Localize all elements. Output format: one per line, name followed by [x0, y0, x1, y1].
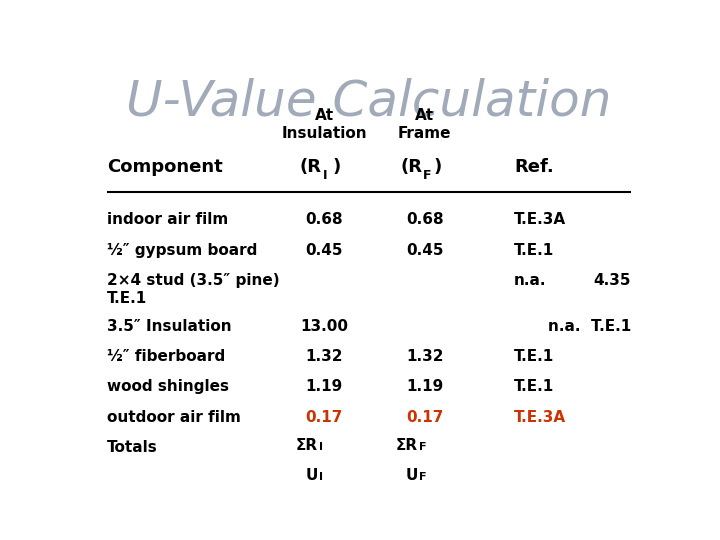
Text: T.E.1: T.E.1: [514, 380, 554, 394]
Text: Totals: Totals: [107, 440, 158, 455]
Text: At
Frame: At Frame: [398, 109, 451, 141]
Text: Component: Component: [107, 158, 222, 176]
Text: (R: (R: [400, 158, 422, 176]
Text: ΣR: ΣR: [295, 438, 318, 453]
Text: T.E.3A: T.E.3A: [514, 410, 566, 424]
Text: T.E.3A: T.E.3A: [514, 212, 566, 227]
Text: 1.32: 1.32: [305, 349, 343, 364]
Text: ½″ gypsum board: ½″ gypsum board: [107, 243, 257, 258]
Text: 3.5″ Insulation: 3.5″ Insulation: [107, 319, 231, 334]
Text: I: I: [319, 472, 323, 483]
Text: 0.17: 0.17: [406, 410, 444, 424]
Text: F: F: [419, 472, 427, 483]
Text: T.E.1: T.E.1: [514, 243, 554, 258]
Text: F: F: [419, 442, 427, 452]
Text: Ref.: Ref.: [514, 158, 554, 176]
Text: 1.19: 1.19: [406, 380, 444, 394]
Text: indoor air film: indoor air film: [107, 212, 228, 227]
Text: 4.35: 4.35: [594, 273, 631, 288]
Text: wood shingles: wood shingles: [107, 380, 229, 394]
Text: n.a.  T.E.1: n.a. T.E.1: [548, 319, 631, 334]
Text: I: I: [323, 170, 327, 183]
Text: U: U: [406, 468, 418, 483]
Text: U: U: [305, 468, 318, 483]
Text: F: F: [423, 170, 431, 183]
Text: 0.68: 0.68: [406, 212, 444, 227]
Text: U-Value Calculation: U-Value Calculation: [126, 77, 612, 125]
Text: 0.45: 0.45: [305, 243, 343, 258]
Text: 1.19: 1.19: [306, 380, 343, 394]
Text: 0.17: 0.17: [306, 410, 343, 424]
Text: n.a.: n.a.: [514, 273, 546, 288]
Text: 1.32: 1.32: [406, 349, 444, 364]
Text: ½″ fiberboard: ½″ fiberboard: [107, 349, 225, 364]
Text: ): ): [333, 158, 341, 176]
Text: (R: (R: [300, 158, 322, 176]
Text: ): ): [433, 158, 441, 176]
Text: I: I: [319, 442, 323, 452]
Text: At
Insulation: At Insulation: [282, 109, 367, 141]
Text: 0.45: 0.45: [406, 243, 444, 258]
Text: 2×4 stud (3.5″ pine)
T.E.1: 2×4 stud (3.5″ pine) T.E.1: [107, 273, 279, 306]
Text: outdoor air film: outdoor air film: [107, 410, 240, 424]
Text: 13.00: 13.00: [300, 319, 348, 334]
Text: ΣR: ΣR: [396, 438, 418, 453]
Text: 0.68: 0.68: [305, 212, 343, 227]
Text: T.E.1: T.E.1: [514, 349, 554, 364]
